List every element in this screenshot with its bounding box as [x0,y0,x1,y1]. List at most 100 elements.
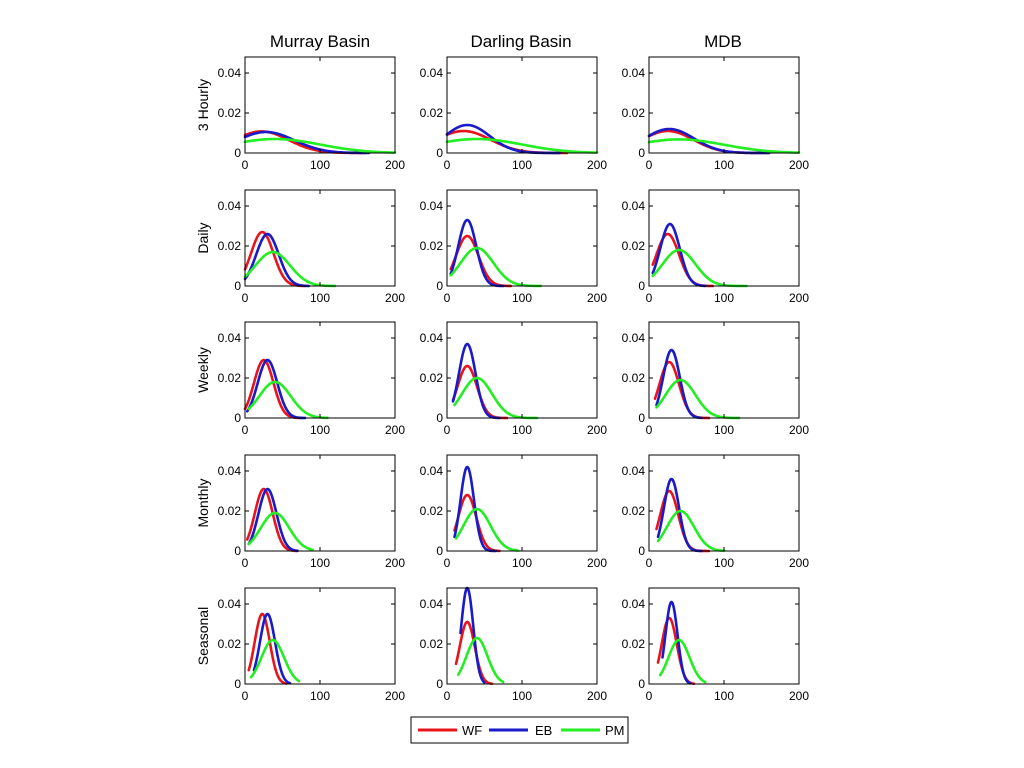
panel-mdb-daily: 0 100 200 0 0.02 0.04 [622,189,809,305]
x-tick-label: 100 [512,689,532,703]
series-line-pm [647,138,801,154]
legend-label-eb: EB [535,723,552,738]
x-tick-label: 100 [714,158,734,172]
x-tick-label: 0 [646,158,653,172]
series-line-eb [651,222,707,288]
x-tick-label: 200 [789,158,809,172]
row-title-daily: Daily [195,222,211,253]
y-tick-label: 0.04 [622,597,646,611]
y-tick-label: 0 [638,544,645,558]
x-tick-label: 200 [789,556,809,570]
x-tick-label: 200 [587,689,607,703]
y-tick-label: 0 [436,146,443,160]
axes-frame [648,454,800,552]
y-tick-label: 0 [234,411,241,425]
x-tick-label: 0 [444,158,451,172]
panel-mdb-seasonal: 0 100 200 0 0.02 0.04 [622,587,809,703]
x-tick-label: 200 [385,291,405,305]
column-title-mdb: MDB [704,32,742,51]
y-tick-label: 0.04 [622,199,646,213]
x-tick-label: 100 [310,689,330,703]
x-tick-label: 100 [512,556,532,570]
y-tick-label: 0.04 [218,331,242,345]
x-tick-label: 0 [444,689,451,703]
panel-murray-basin-daily: 0 100 200 0 0.02 0.04 [218,189,405,305]
y-tick-label: 0.02 [420,239,444,253]
y-tick-label: 0.04 [622,464,646,478]
x-tick-label: 100 [310,291,330,305]
x-tick-label: 0 [646,689,653,703]
y-tick-label: 0.04 [622,331,646,345]
series-line-wf [243,230,307,288]
series-line-eb [661,600,692,685]
y-tick-label: 0.02 [622,106,646,120]
series-line-wf [247,612,288,685]
series-line-pm [249,638,301,683]
y-tick-label: 0 [436,411,443,425]
series-line-pm [656,509,726,553]
panel-darling-basin-monthly: 0 100 200 0 0.02 0.04 [420,454,607,570]
series-line-eb [243,232,311,288]
panel-darling-basin-daily: 0 100 200 0 0.02 0.04 [420,189,607,305]
y-tick-label: 0.02 [218,504,242,518]
panel-darling-basin-3-hourly: 0 100 200 0 0.02 0.04 [420,56,607,172]
series-line-pm [247,511,314,552]
series-line-pm [445,137,599,154]
y-tick-label: 0.04 [420,464,444,478]
series-line-wf [245,487,299,553]
x-tick-label: 0 [646,291,653,305]
x-tick-label: 200 [385,423,405,437]
x-tick-label: 0 [444,291,451,305]
series-line-eb [655,348,703,420]
panel-murray-basin-weekly: 0 100 200 0 0.02 0.04 [218,321,405,437]
series-line-pm [449,246,543,288]
y-tick-label: 0 [638,411,645,425]
y-tick-label: 0 [234,544,241,558]
y-tick-label: 0.04 [420,66,444,80]
series-line-pm [651,248,748,288]
y-tick-label: 0 [436,279,443,293]
x-tick-label: 100 [714,689,734,703]
series-line-pm [247,380,329,420]
series-line-eb [252,612,292,685]
row-title-3-hourly: 3 Hourly [195,79,211,131]
x-tick-label: 100 [512,291,532,305]
column-titles: Murray Basin Darling Basin MDB [270,32,742,51]
y-tick-label: 0.02 [622,504,646,518]
x-tick-label: 200 [789,291,809,305]
column-title-darling-basin: Darling Basin [470,32,571,51]
x-tick-label: 0 [444,556,451,570]
row-title-seasonal: Seasonal [195,607,211,665]
y-tick-label: 0 [638,677,645,691]
panel-murray-basin-seasonal: 0 100 200 0 0.02 0.04 [218,587,405,703]
series-line-eb [449,218,505,288]
y-tick-label: 0.02 [622,637,646,651]
panel-murray-basin-3-hourly: 0 100 200 0 0.02 0.04 [218,56,405,172]
x-tick-label: 200 [789,423,809,437]
y-tick-label: 0 [234,146,241,160]
y-tick-label: 0 [436,544,443,558]
x-tick-label: 200 [789,689,809,703]
subplot-grid: 0 100 200 0 0.02 0.04 0 100 200 0 0.02 0.04 0 100 200 0… [218,56,809,703]
series-line-pm [658,638,707,684]
x-tick-label: 200 [587,556,607,570]
series-line-eb [247,487,299,553]
x-tick-label: 0 [242,423,249,437]
series-line-eb [656,477,703,553]
y-tick-label: 0.04 [420,597,444,611]
x-tick-label: 0 [646,423,653,437]
y-tick-label: 0.02 [218,371,242,385]
y-tick-label: 0.04 [218,199,242,213]
y-tick-label: 0 [638,279,645,293]
y-tick-label: 0.04 [420,199,444,213]
panel-darling-basin-weekly: 0 100 200 0 0.02 0.04 [420,321,607,437]
x-tick-label: 100 [714,556,734,570]
y-tick-label: 0.04 [218,66,242,80]
x-tick-label: 0 [242,556,249,570]
x-tick-label: 200 [385,689,405,703]
x-tick-label: 100 [310,556,330,570]
panel-murray-basin-monthly: 0 100 200 0 0.02 0.04 [218,454,405,570]
series-line-pm [655,378,741,420]
x-tick-label: 100 [714,291,734,305]
x-tick-label: 200 [385,158,405,172]
